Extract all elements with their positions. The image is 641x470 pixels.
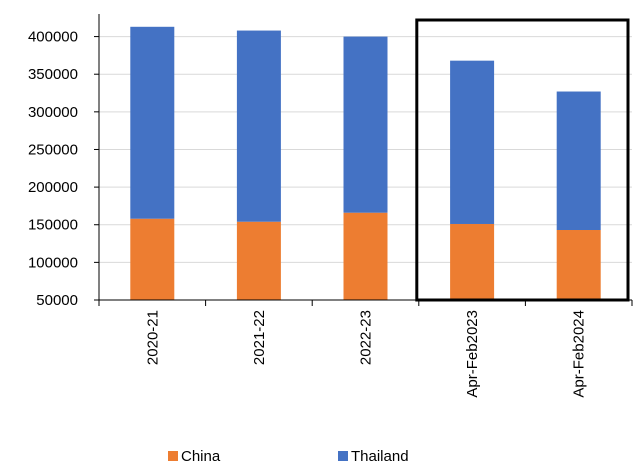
x-tick-label: 2021-22 [251, 310, 268, 365]
bar-thailand-2021-22 [236, 30, 281, 222]
bars [130, 26, 601, 300]
legend-swatch-thailand [338, 451, 348, 461]
bar-china-apr-feb2023 [450, 223, 495, 300]
y-tick-label: 200000 [28, 179, 78, 196]
bar-china-2022-23 [343, 212, 388, 300]
highlight-box-layer [415, 18, 630, 302]
bar-china-2020-21 [130, 218, 175, 300]
bar-thailand-apr-feb2023 [450, 60, 495, 224]
y-tick-label: 50000 [36, 292, 78, 309]
y-tick-label: 250000 [28, 141, 78, 158]
y-tick-label: 400000 [28, 29, 78, 46]
y-tick-label: 300000 [28, 104, 78, 121]
y-tick-label: 100000 [28, 254, 78, 271]
bar-thailand-2022-23 [343, 36, 388, 213]
bar-thailand-apr-feb2024 [556, 91, 601, 231]
y-tick-label: 150000 [28, 217, 78, 234]
bar-china-apr-feb2024 [556, 230, 601, 300]
y-tick-labels: 50000 100000 150000 200000 250000 300000 35000… [28, 29, 78, 309]
x-tick-labels: 2020-21 2021-22 2022-23 Apr-Feb2023 Apr-Feb2… [144, 310, 587, 398]
legend-swatch-china [168, 451, 178, 461]
legend-label-china: China [181, 448, 221, 465]
bar-thailand-2020-21 [130, 26, 175, 219]
x-tick-label: Apr-Feb2024 [571, 310, 588, 398]
highlight-box [415, 18, 630, 302]
x-tick-label: Apr-Feb2023 [464, 310, 481, 398]
x-tick-label: 2022-23 [358, 310, 375, 365]
bar-china-2021-22 [236, 221, 281, 300]
legend: China Thailand [168, 448, 409, 465]
y-tick-label: 350000 [28, 66, 78, 83]
legend-label-thailand: Thailand [351, 448, 409, 465]
x-tick-label: 2020-21 [144, 310, 161, 365]
